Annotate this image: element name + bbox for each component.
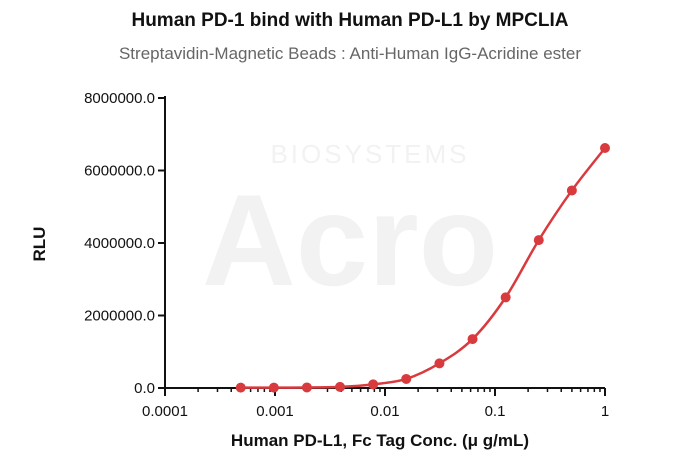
watermark-biosystems: BIOSYSTEMS xyxy=(270,139,469,169)
plot-area xyxy=(235,143,610,393)
y-tick-label: 6000000.0 xyxy=(84,163,155,180)
x-tick-label: 0.1 xyxy=(485,403,506,420)
x-tick-label: 0.0001 xyxy=(142,403,188,420)
x-axis-label: Human PD-L1, Fc Tag Conc. (μ g/mL) xyxy=(231,431,529,450)
data-point xyxy=(301,382,312,393)
y-tick-label: 2000000.0 xyxy=(84,308,155,325)
data-point xyxy=(434,358,445,369)
chart-title: Human PD-1 bind with Human PD-L1 by MPCL… xyxy=(131,10,569,31)
y-axis-label: RLU xyxy=(30,227,49,262)
y-tick-label: 8000000.0 xyxy=(84,90,155,107)
y-tick-label: 0.0 xyxy=(134,380,155,397)
chart-subtitle: Streptavidin-Magnetic Beads : Anti-Human… xyxy=(118,44,582,63)
data-point xyxy=(533,235,544,246)
data-point xyxy=(235,382,246,393)
data-point xyxy=(335,381,346,392)
data-point xyxy=(500,292,511,303)
y-tick-label: 4000000.0 xyxy=(84,235,155,252)
data-point xyxy=(268,382,279,393)
data-point xyxy=(368,379,379,390)
x-tick-label: 1 xyxy=(601,403,609,420)
data-point xyxy=(566,185,577,196)
data-point xyxy=(467,334,478,345)
x-tick-label: 0.01 xyxy=(370,403,399,420)
data-point xyxy=(600,143,610,154)
data-point xyxy=(401,373,412,384)
x-tick-label: 0.001 xyxy=(256,403,294,420)
watermark-acro: Acro xyxy=(202,167,498,313)
